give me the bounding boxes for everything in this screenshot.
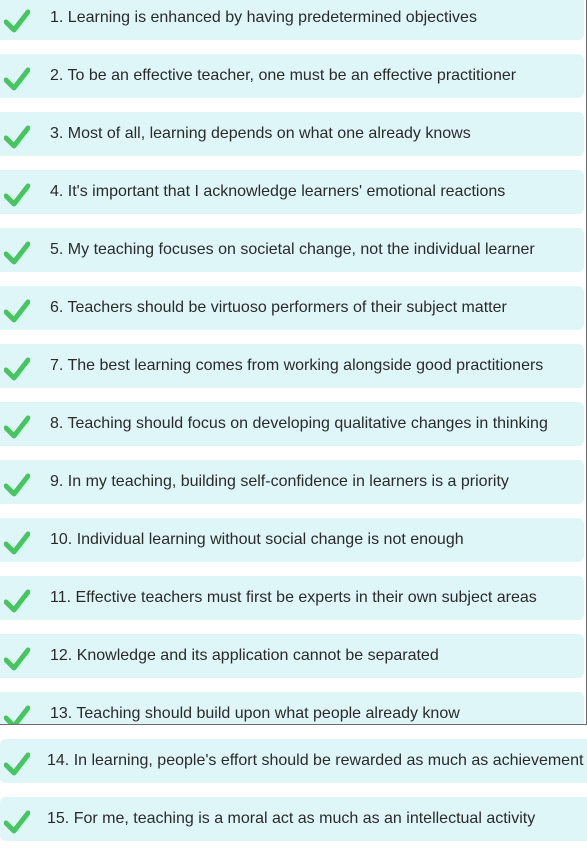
list-item[interactable]: 12. Knowledge and its application cannot… xyxy=(0,634,584,678)
list-item[interactable]: 11. Effective teachers must first be exp… xyxy=(0,576,584,620)
checkmark-icon xyxy=(4,810,30,834)
list-item[interactable]: 13. Teaching should build upon what peop… xyxy=(0,692,584,724)
statement-label: 10. Individual learning without social c… xyxy=(50,531,464,548)
list-item[interactable]: 5. My teaching focuses on societal chang… xyxy=(0,228,584,272)
statement-label: 12. Knowledge and its application cannot… xyxy=(50,647,439,664)
checkmark-icon xyxy=(4,241,30,265)
statement-label: 15. For me, teaching is a moral act as m… xyxy=(47,810,536,827)
statement-label: 1. Learning is enhanced by having predet… xyxy=(50,9,477,26)
checkmark-icon xyxy=(4,415,30,439)
checkmark-icon xyxy=(4,473,30,497)
statement-label: 5. My teaching focuses on societal chang… xyxy=(50,241,535,258)
checkmark-icon xyxy=(4,9,30,33)
list-item[interactable]: 6. Teachers should be virtuoso performer… xyxy=(0,286,584,330)
statement-label: 4. It's important that I acknowledge lea… xyxy=(50,183,506,200)
list-item[interactable]: 9. In my teaching, building self-confide… xyxy=(0,460,584,504)
statement-label: 14. In learning, people's effort should … xyxy=(47,752,584,769)
checkmark-icon xyxy=(4,589,30,613)
checkmark-icon xyxy=(4,299,30,323)
checkmark-icon xyxy=(4,67,30,91)
list-item[interactable]: 7. The best learning comes from working … xyxy=(0,344,584,388)
list-item-dragging[interactable]: 14. In learning, people's effort should … xyxy=(0,739,587,783)
statement-label: 13. Teaching should build upon what peop… xyxy=(50,705,460,722)
checkmark-icon xyxy=(4,125,30,149)
list-item[interactable]: 1. Learning is enhanced by having predet… xyxy=(0,0,584,40)
list-item[interactable]: 4. It's important that I acknowledge lea… xyxy=(0,170,584,214)
list-panel: 1. Learning is enhanced by having predet… xyxy=(0,0,587,725)
statement-label: 2. To be an effective teacher, one must … xyxy=(50,67,517,84)
statement-label: 9. In my teaching, building self-confide… xyxy=(50,473,509,490)
statement-label: 11. Effective teachers must first be exp… xyxy=(50,589,537,606)
list-item[interactable]: 8. Teaching should focus on developing q… xyxy=(0,402,584,446)
checkmark-icon xyxy=(4,183,30,207)
checkmark-icon xyxy=(4,357,30,381)
checkmark-icon xyxy=(4,752,30,776)
statement-label: 6. Teachers should be virtuoso performer… xyxy=(50,299,507,316)
list-item[interactable]: 3. Most of all, learning depends on what… xyxy=(0,112,584,156)
list-item[interactable]: 15. For me, teaching is a moral act as m… xyxy=(0,797,587,841)
statement-label: 7. The best learning comes from working … xyxy=(50,357,544,374)
checkmark-icon xyxy=(4,531,30,555)
list-item[interactable]: 2. To be an effective teacher, one must … xyxy=(0,54,584,98)
list-item[interactable]: 10. Individual learning without social c… xyxy=(0,518,584,562)
statement-label: 8. Teaching should focus on developing q… xyxy=(50,415,548,432)
checkmark-icon xyxy=(4,647,30,671)
statement-label: 3. Most of all, learning depends on what… xyxy=(50,125,471,142)
checkmark-icon xyxy=(4,705,30,724)
